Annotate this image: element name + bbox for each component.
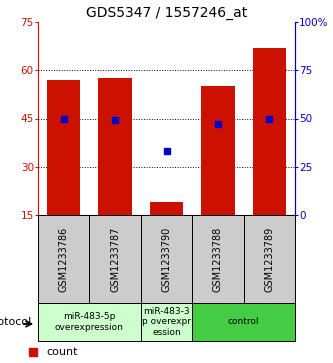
Bar: [38, 215, 89, 303]
Title: GDS5347 / 1557246_at: GDS5347 / 1557246_at: [86, 5, 247, 20]
Bar: [141, 215, 192, 303]
Text: GSM1233787: GSM1233787: [110, 226, 120, 292]
Bar: [253, 48, 286, 215]
Bar: [192, 215, 244, 303]
Text: control: control: [228, 318, 259, 326]
Text: count: count: [47, 347, 78, 357]
Bar: [244, 215, 295, 303]
Bar: [47, 80, 80, 215]
Bar: [192, 303, 295, 341]
Bar: [38, 303, 141, 341]
Text: GSM1233789: GSM1233789: [264, 227, 274, 291]
Bar: [98, 78, 132, 215]
Bar: [201, 86, 235, 215]
Bar: [150, 202, 183, 215]
Text: GSM1233786: GSM1233786: [59, 227, 69, 291]
Bar: [89, 215, 141, 303]
Text: miR-483-5p
overexpression: miR-483-5p overexpression: [55, 312, 124, 332]
Bar: [141, 303, 192, 341]
Text: protocol: protocol: [0, 317, 31, 327]
Text: GSM1233788: GSM1233788: [213, 227, 223, 291]
Text: miR-483-3
p overexpr
ession: miR-483-3 p overexpr ession: [142, 307, 191, 337]
Text: GSM1233790: GSM1233790: [162, 227, 171, 291]
